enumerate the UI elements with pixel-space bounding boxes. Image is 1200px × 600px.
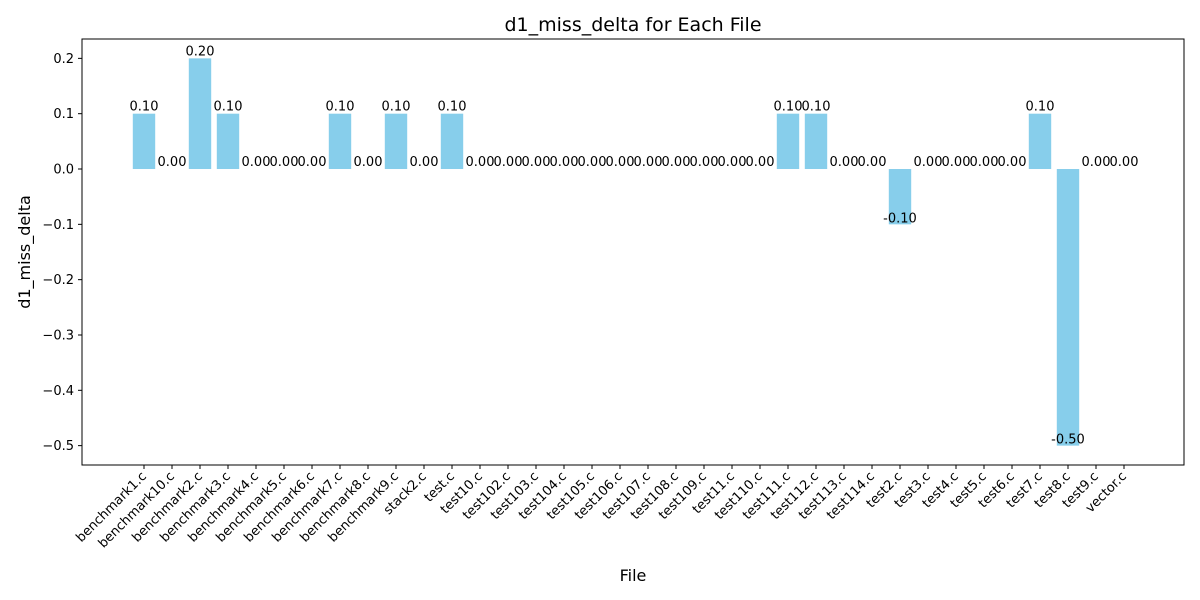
- bar-labels-group: 0.100.000.200.100.00 0.00 0.000.100.000.10…: [130, 44, 1139, 447]
- data-label-test107.c: 0.00: [634, 155, 663, 170]
- data-label-test108.c: 0.00: [662, 155, 691, 170]
- chart-title: d1_miss_delta for Each File: [504, 14, 761, 36]
- plot-frame: [81, 38, 1185, 466]
- bar-test111.c: [776, 113, 800, 170]
- data-label-benchmark6.c: 0.00: [298, 155, 327, 170]
- data-label-test110.c: 0.00: [746, 155, 775, 170]
- bar-test.c: [440, 113, 464, 170]
- data-label-benchmark3.c: 0.10: [214, 100, 243, 115]
- data-label-benchmark7.c: 0.10: [326, 100, 355, 115]
- data-label-test5.c: 0.00: [970, 155, 999, 170]
- y-tick-label: 0.0: [53, 163, 74, 178]
- data-label-test109.c: 0.00: [690, 155, 719, 170]
- data-label-test3.c: 0.00: [914, 155, 943, 170]
- data-label-test113.c: 0.00: [830, 155, 859, 170]
- data-label-test2.c: -0.10: [883, 211, 917, 226]
- data-label-test8.c: -0.50: [1051, 433, 1085, 448]
- data-label-test106.c: 0.00: [606, 155, 635, 170]
- x-axis-label: File: [620, 566, 647, 585]
- data-label-test102.c: 0.00: [494, 155, 523, 170]
- data-label-test7.c: 0.10: [1026, 100, 1055, 115]
- data-label-vector.c: 0.00: [1110, 155, 1139, 170]
- data-label-benchmark5.c: 0.00: [270, 155, 299, 170]
- data-label-benchmark10.c: 0.00: [158, 155, 187, 170]
- data-label-test105.c: 0.00: [578, 155, 607, 170]
- data-label-benchmark4.c: 0.00: [242, 155, 271, 170]
- y-tick-label: 0.1: [53, 107, 74, 122]
- bar-test112.c: [804, 113, 828, 170]
- y-axis-label: d1_miss_delta: [15, 195, 35, 309]
- data-label-benchmark9.c: 0.10: [382, 100, 411, 115]
- y-tick-label: −0.3: [42, 328, 74, 343]
- data-label-benchmark1.c: 0.10: [130, 100, 159, 115]
- y-tick-label: 0.2: [53, 52, 74, 67]
- data-label-test.c: 0.10: [438, 100, 467, 115]
- x-axis-ticks: benchmark1.cbenchmark10.cbenchmark2.cben…: [74, 465, 1130, 551]
- data-label-test112.c: 0.10: [802, 100, 831, 115]
- y-tick-label: −0.5: [42, 439, 74, 454]
- y-tick-label: −0.4: [42, 384, 74, 399]
- y-tick-label: −0.2: [42, 273, 74, 288]
- data-label-test114.c: 0.00: [858, 155, 887, 170]
- bar-benchmark2.c: [188, 58, 212, 170]
- data-label-stack2.c: 0.00: [410, 155, 439, 170]
- data-label-test103.c: 0.00: [522, 155, 551, 170]
- bar-test8.c: [1056, 169, 1080, 446]
- bar-test7.c: [1028, 113, 1052, 170]
- y-axis-ticks: 0.2 0.1 0.0 −0.1 −0.2 −0.3 −0.4 −0.5: [42, 52, 82, 454]
- data-label-benchmark2.c: 0.20: [186, 44, 215, 59]
- data-label-test6.c: 0.00: [998, 155, 1027, 170]
- data-label-test104.c: 0.00: [550, 155, 579, 170]
- bar-benchmark3.c: [216, 113, 240, 170]
- bar-benchmark9.c: [384, 113, 408, 170]
- data-label-benchmark8.c: 0.00: [354, 155, 383, 170]
- data-label-test111.c: 0.10: [774, 100, 803, 115]
- bar-benchmark7.c: [328, 113, 352, 170]
- data-label-test9.c: 0.00: [1082, 155, 1111, 170]
- bar-test2.c: [888, 169, 912, 225]
- data-label-test4.c: 0.00: [942, 155, 971, 170]
- data-label-test10.c: 0.00: [466, 155, 495, 170]
- y-tick-label: −0.1: [42, 218, 74, 233]
- data-label-test11.c: 0.00: [718, 155, 747, 170]
- bar-benchmark1.c: [132, 113, 156, 170]
- bars-group: [132, 58, 1080, 446]
